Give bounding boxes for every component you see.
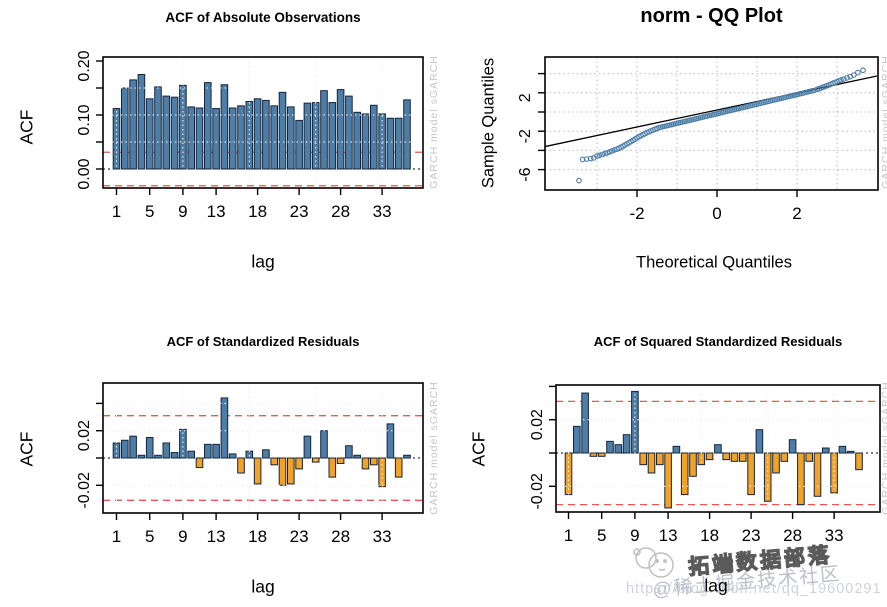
x-axis-label-acf-absolute: lag	[251, 251, 275, 272]
svg-text:13: 13	[659, 526, 678, 545]
watermark-garch-model-top-right: GARCH model sGARCH	[880, 55, 887, 189]
svg-text:-6: -6	[517, 167, 534, 181]
svg-text:9: 9	[178, 527, 187, 546]
svg-text:23: 23	[742, 526, 761, 545]
svg-text:18: 18	[248, 202, 267, 221]
acf-squared-standardized-residuals-plot: 0.02 -0.02 1 5 9 13 18 23 28 33	[529, 384, 881, 545]
svg-text:28: 28	[331, 202, 350, 221]
svg-text:5: 5	[145, 202, 154, 221]
svg-text:33: 33	[373, 202, 392, 221]
x-axis-label-acf-sq-std: lag	[704, 575, 728, 596]
svg-text:28: 28	[783, 526, 802, 545]
panel-title-acf-sq-std-residuals: ACF of Squared Standardized Residuals	[593, 334, 843, 349]
svg-text:1: 1	[564, 526, 573, 545]
panel-title-acf-absolute: ACF of Absolute Observations	[165, 10, 361, 25]
svg-text:0: 0	[712, 204, 721, 223]
svg-text:-2: -2	[629, 204, 644, 223]
watermark-garch-model-bottom-right: GARCH model sGARCH	[880, 381, 887, 515]
svg-text:13: 13	[207, 527, 226, 546]
watermark-garch-model-bottom: GARCH model sGARCH	[428, 381, 440, 515]
svg-text:9: 9	[178, 202, 187, 221]
watermark-url-text: https://blog.csdn.net/qq_19600291	[626, 581, 882, 597]
panel-title-qq-plot: norm - QQ Plot	[640, 5, 783, 27]
svg-text:2: 2	[792, 204, 801, 223]
svg-text:0.00: 0.00	[76, 158, 93, 189]
svg-text:18: 18	[700, 526, 719, 545]
y-axis-label-qq: Sample Quantiles	[479, 57, 498, 189]
watermark-garch-model-top: GARCH model sGARCH	[428, 55, 440, 189]
y-axis-label-acf-std: ACF	[16, 431, 37, 467]
svg-text:23: 23	[290, 202, 309, 221]
svg-text:18: 18	[248, 527, 267, 546]
svg-text:-0.02: -0.02	[76, 472, 93, 509]
svg-text:-0.02: -0.02	[529, 473, 546, 510]
acf-absolute-observations-plot: 0.00 0.10 0.20 1 5 9 13 18 23 28 33	[76, 50, 424, 221]
svg-text:28: 28	[331, 527, 350, 546]
svg-text:33: 33	[373, 527, 392, 546]
svg-text:9: 9	[630, 526, 639, 545]
svg-text:33: 33	[825, 526, 844, 545]
x-axis-label-qq: Theoretical Quantiles	[636, 253, 792, 272]
watermark-mascot-icon	[633, 547, 674, 578]
svg-text:0.02: 0.02	[529, 409, 546, 440]
svg-text:13: 13	[207, 202, 226, 221]
acf-standardized-residuals-plot: 0.02 -0.02 1 5 9 13 18 23 28 33	[76, 382, 424, 546]
svg-text:1: 1	[112, 527, 121, 546]
y-axis-label-acf-absolute: ACF	[16, 109, 37, 145]
svg-text:5: 5	[597, 526, 606, 545]
svg-text:0.10: 0.10	[76, 104, 93, 135]
y-axis-label-acf-sq-std: ACF	[468, 431, 489, 467]
panel-title-acf-std-residuals: ACF of Standardized Residuals	[166, 334, 360, 349]
x-axis-label-acf-std: lag	[251, 576, 275, 597]
svg-text:23: 23	[290, 527, 309, 546]
svg-text:0.20: 0.20	[76, 50, 93, 81]
svg-text:2: 2	[517, 93, 534, 102]
svg-text:0.02: 0.02	[76, 420, 93, 451]
svg-text:5: 5	[145, 527, 154, 546]
svg-text:1: 1	[112, 202, 121, 221]
norm-qq-plot: 2 -2 -6 -2 0 2	[517, 56, 879, 223]
svg-text:-2: -2	[517, 129, 534, 143]
